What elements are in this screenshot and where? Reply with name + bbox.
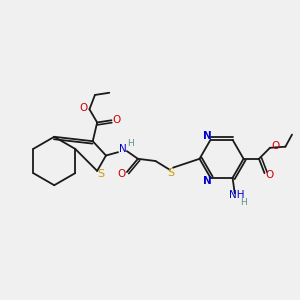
Text: H: H — [127, 139, 134, 148]
Text: S: S — [167, 168, 175, 178]
Text: O: O — [272, 141, 280, 151]
Text: N: N — [203, 131, 212, 141]
Text: O: O — [117, 169, 125, 179]
Text: O: O — [113, 115, 121, 125]
Text: N: N — [118, 144, 126, 154]
Text: O: O — [80, 103, 88, 113]
Text: O: O — [266, 170, 274, 180]
Text: N: N — [203, 176, 212, 186]
Text: S: S — [97, 169, 104, 179]
Text: H: H — [240, 198, 247, 207]
Text: NH: NH — [229, 190, 245, 200]
